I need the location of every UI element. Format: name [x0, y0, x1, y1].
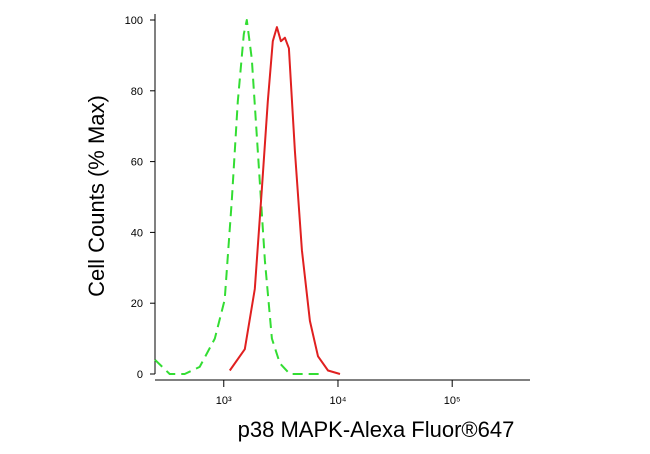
series-line: [228, 26, 341, 375]
y-tick-label: 80: [131, 86, 143, 98]
series-line: [154, 19, 320, 375]
x-tick-label: 10³: [216, 395, 232, 407]
y-tick-label: 20: [131, 298, 143, 310]
y-tick-label: 0: [137, 369, 143, 381]
y-tick-label: 40: [131, 227, 143, 239]
y-tick-label: 100: [125, 15, 143, 27]
y-tick-label: 60: [131, 157, 143, 169]
x-tick-label: 10⁴: [329, 395, 346, 407]
y-axis-label: Cell Counts (% Max): [84, 95, 109, 297]
x-axis-label: p38 MAPK-Alexa Fluor®647: [238, 417, 515, 442]
x-tick-label: 10⁵: [444, 395, 461, 407]
